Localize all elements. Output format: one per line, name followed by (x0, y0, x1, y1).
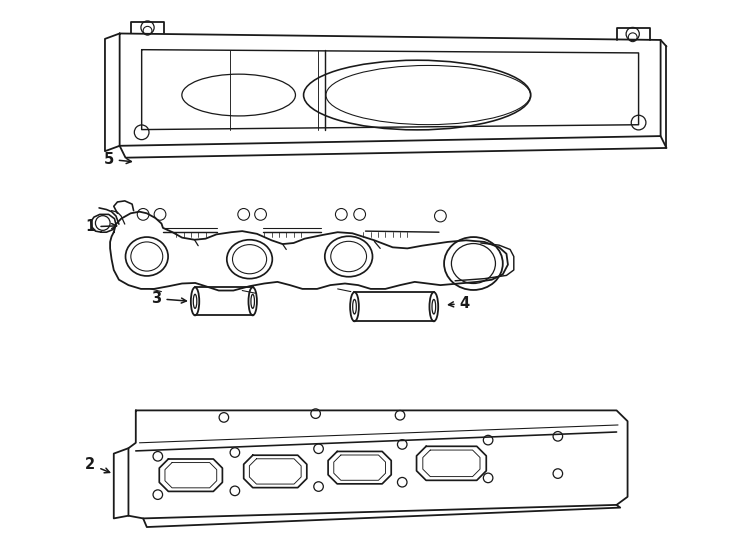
Text: 2: 2 (85, 457, 109, 473)
Text: 1: 1 (85, 219, 117, 234)
Text: 5: 5 (103, 152, 131, 167)
Text: 3: 3 (151, 291, 186, 306)
Text: 4: 4 (448, 296, 470, 311)
